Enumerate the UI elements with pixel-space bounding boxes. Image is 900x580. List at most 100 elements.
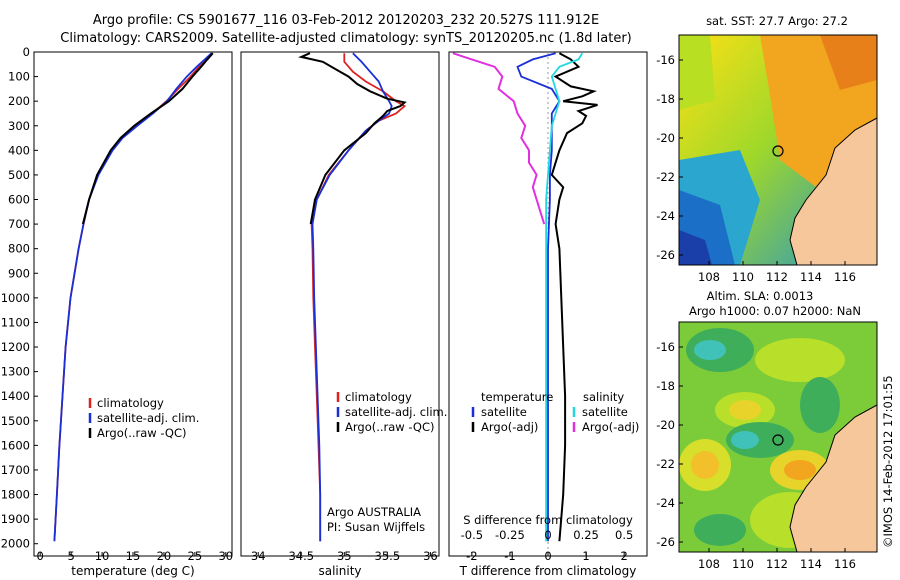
sst-map-axes: -16 -18 -20 -22 -24 -26 108 110 112 114 116 [656,53,856,284]
s-difference-tick-label: 0.5 [615,528,633,542]
sst-argo-location [772,145,784,157]
legend-salinity-argo: Argo(-adj) [582,420,639,434]
sst-map-panel: sat. SST: 27.7 Argo: 27.2 -16 -18 -20 -22 -2… [656,14,878,284]
depth-tick-label: 700 [8,217,30,231]
salinity-plot [298,52,407,542]
depth-tick-label: 1800 [1,488,30,502]
sla-map-title-2: Argo h1000: 0.07 h2000: NaN [689,304,861,318]
difference-panel: -2 -1 0 1 2 -0.5 -0.25 0 0.25 0.5 S difference f… [448,51,648,578]
depth-tick-label: 1300 [1,365,30,379]
series-differences-temperature-satellite [516,52,561,542]
depth-tick-label: 1700 [1,463,30,477]
sla-map-panel: Altim. SLA: 0.0013 Argo h1000: 0.07 h200… [656,289,878,571]
sst-coastline [789,117,877,265]
t-difference-tick-label: -2 [466,549,477,563]
map-lat-label: -24 [656,209,675,223]
series-differences-salinity-argo-adj- [452,52,546,225]
temperature-tick-label: 0 [37,549,44,563]
s-difference-tick-label: 0.25 [573,528,599,542]
map-lat-label: -20 [656,418,675,432]
header-line1: Argo profile: CS 5901677_116 03-Feb-2012… [93,13,599,28]
series-differences-salinity-satellite [545,52,584,542]
depth-tick-label: 1500 [1,414,30,428]
salinity-tick-label: 35 [337,549,352,563]
map-lon-label: 114 [800,270,822,284]
salinity-panel: 34 34.5 35 35.5 36 salinity climatology sate… [240,51,447,578]
depth-tick-label: 500 [8,168,30,182]
map-lon-label: 110 [732,557,754,571]
salinity-legend-argo: Argo(..raw -QC) [345,420,435,434]
depth-tick-label: 400 [8,143,30,157]
s-difference-tick-label: 0 [544,528,551,542]
s-difference-axis: -0.5 -0.25 0 0.25 0.5 [461,528,634,542]
map-lat-label: -20 [656,131,675,145]
imos-credit: ©IMOS 14-Feb-2012 17:01:55 [881,375,895,548]
salinity-tick-label: 36 [423,549,438,563]
temperature-legend-climatology: climatology [97,396,164,410]
depth-tick-label: 1000 [1,291,30,305]
depth-tick-label: 1400 [1,389,30,403]
map-lat-label: -22 [656,170,675,184]
map-lat-label: -16 [656,53,675,67]
s-difference-label: S difference from climatology [463,513,633,527]
argo-program: Argo AUSTRALIA [327,505,421,519]
sla-map [679,322,877,552]
sla-map-frame [678,321,878,553]
legend-salinity-satellite: satellite [582,405,628,419]
map-lon-label: 108 [698,270,720,284]
temperature-tick-label: 10 [95,549,110,563]
map-lat-label: -22 [656,457,675,471]
depth-axis: 0 100 200 300 400 500 600 700 800 900 1000 1100 1200… [1,45,38,551]
map-lat-label: -24 [656,496,675,510]
map-lon-label: 116 [834,270,856,284]
t-difference-xlabel: T difference from climatology [459,564,637,578]
temperature-tick-label: 30 [218,549,233,563]
temperature-axis: 0 5 10 15 20 25 30 [37,549,234,563]
map-lon-label: 116 [834,557,856,571]
sla-map-axes: -16 -18 -20 -22 -24 -26 108 110 112 114 116 [656,340,856,571]
map-lon-label: 112 [766,270,788,284]
difference-legend: temperature satellite Argo(-adj) salinit… [471,390,639,434]
salinity-tick-label: 35.5 [375,549,401,563]
salinity-tick-label: 34.5 [288,549,314,563]
temperature-tick-label: 20 [157,549,172,563]
temperature-legend-argo: Argo(..raw -QC) [97,426,187,440]
sst-map-frame [678,34,878,266]
salinity-xlabel: salinity [318,564,361,578]
t-difference-tick-label: 1 [582,549,589,563]
temperature-tick-label: 5 [67,549,74,563]
depth-tick-label: 300 [8,119,30,133]
series-differences-temperature-argo-adj- [550,52,598,542]
map-lat-label: -18 [656,92,675,106]
t-difference-tick-label: -1 [504,549,515,563]
map-lon-label: 112 [766,557,788,571]
salinity-tick-label: 34 [251,549,266,563]
temperature-panel: 0100200300400500600700800900100011001200… [1,45,233,578]
sla-coastline [789,404,877,552]
salinity-legend-climatology: climatology [345,390,412,404]
series-salinity-satellite-adj-clim- [311,52,393,542]
depth-tick-label: 600 [8,193,30,207]
s-difference-tick-label: -0.25 [495,528,525,542]
sst-map [679,35,877,265]
sst-map-title: sat. SST: 27.7 Argo: 27.2 [706,14,848,28]
series-salinity-climatology [310,53,407,542]
legend-temperature-satellite: satellite [481,405,527,419]
map-lon-label: 108 [698,557,720,571]
t-difference-axis: -2 -1 0 1 2 [466,549,628,563]
map-lon-label: 110 [732,270,754,284]
salinity-axis: 34 34.5 35 35.5 36 [251,549,438,563]
series-salinity-argo-raw-qc- [298,52,407,225]
depth-tick-label: 2000 [1,537,30,551]
depth-tick-label: 1100 [1,315,30,329]
depth-tick-label: 200 [8,94,30,108]
map-lat-label: -26 [656,248,675,262]
temperature-tick-label: 25 [188,549,203,563]
temperature-legend-satellite: satellite-adj. clim. [97,411,199,425]
salinity-plot-frame [240,51,440,557]
temperature-tick-label: 15 [126,549,141,563]
depth-tick-label: 1200 [1,340,30,354]
map-lat-label: -16 [656,340,675,354]
temperature-xlabel: temperature (deg C) [71,564,194,578]
